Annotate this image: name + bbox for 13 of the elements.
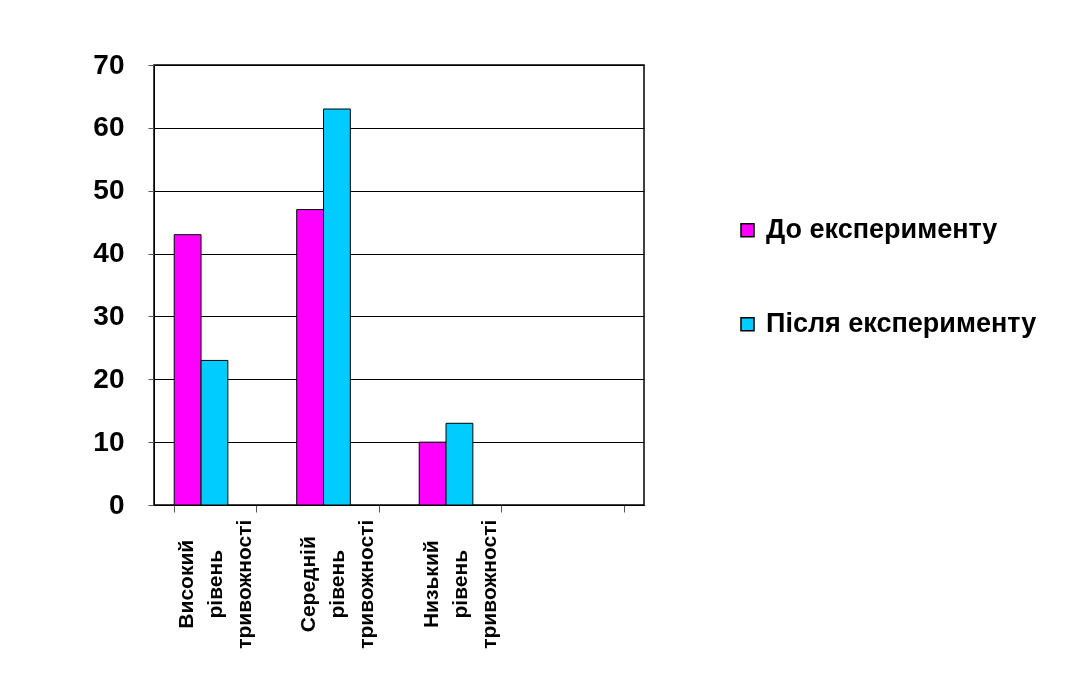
y-tick-label: 40 xyxy=(93,237,125,269)
y-tick-label: 20 xyxy=(93,362,125,394)
y-tick-label: 50 xyxy=(93,174,125,206)
y-tick-label: 10 xyxy=(93,425,125,457)
y-tick-label: 30 xyxy=(93,299,125,331)
legend-label: Після експерименту xyxy=(766,308,1037,339)
y-tick-label: 0 xyxy=(108,488,125,520)
legend-label: До експерименту xyxy=(766,214,998,245)
y-tick-label: 60 xyxy=(93,111,125,143)
y-tick-label: 70 xyxy=(93,48,125,80)
x-tick-label: Низький рівень тривожності xyxy=(418,519,500,649)
x-tick-label: Високий рівень тривожності xyxy=(173,519,255,649)
x-tick-label: Середній рівень тривожності xyxy=(296,519,378,649)
